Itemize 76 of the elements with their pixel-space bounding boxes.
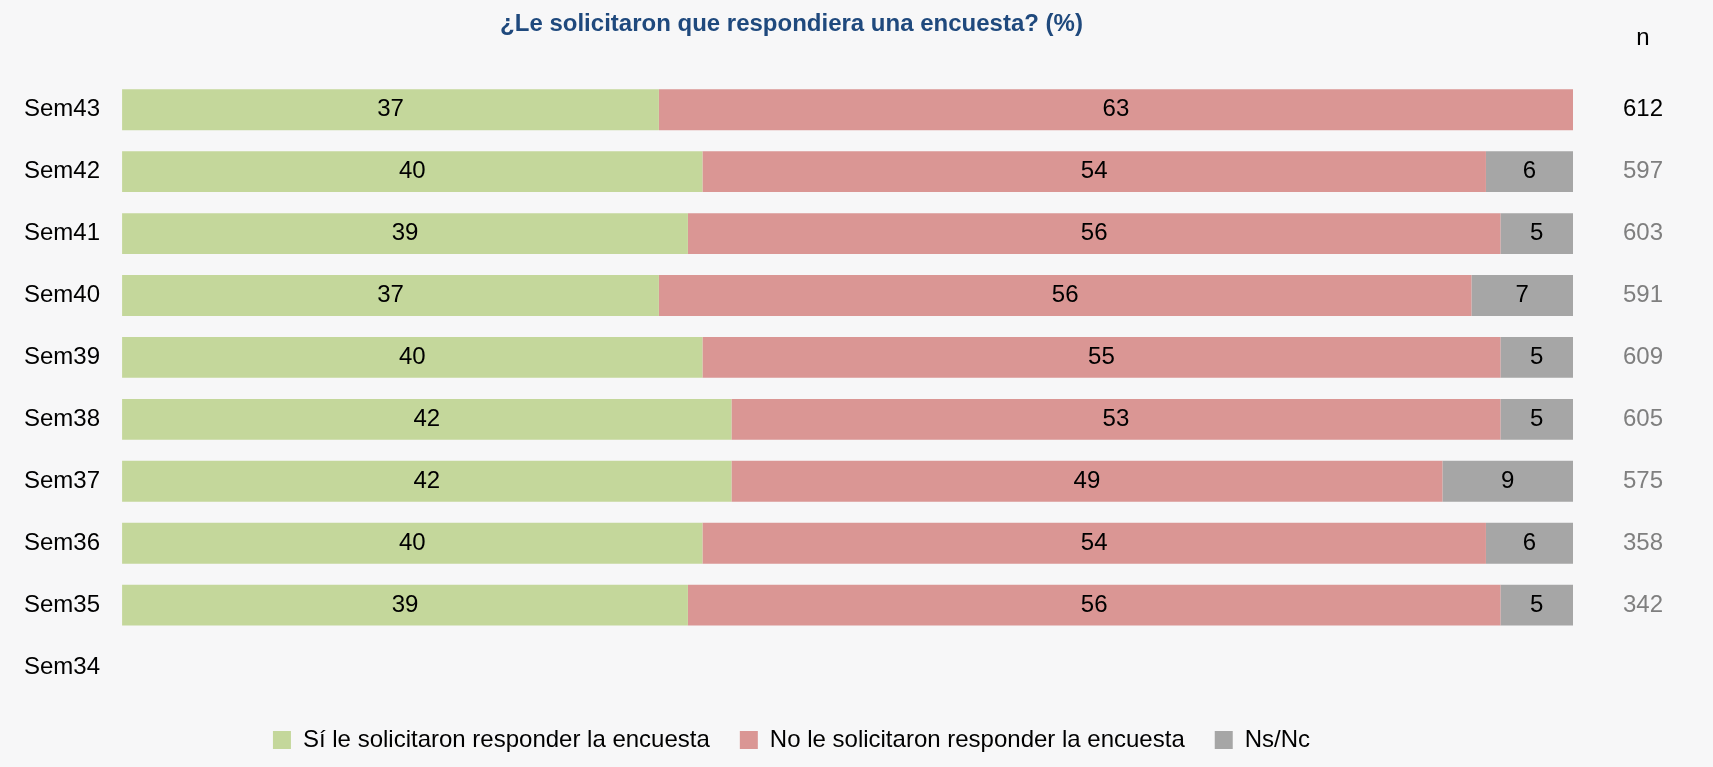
data-label: 6 xyxy=(1522,156,1537,184)
bar xyxy=(702,151,1486,193)
data-label: 5 xyxy=(1530,218,1544,246)
data-label: 42 xyxy=(413,465,441,493)
bar xyxy=(658,275,1472,316)
y-tick-label: Sem40 xyxy=(24,280,101,308)
bar xyxy=(122,151,703,193)
data-label: 55 xyxy=(1088,342,1115,370)
data-label: 5 xyxy=(1530,342,1544,370)
legend-label: Sí le solicitaron responder la encuesta xyxy=(302,724,711,752)
data-label: 37 xyxy=(377,94,404,122)
bar xyxy=(1471,275,1573,316)
text: 605 xyxy=(1622,403,1664,431)
bar xyxy=(1500,398,1573,440)
data-label: 40 xyxy=(398,342,426,370)
bar xyxy=(731,460,1443,502)
text: 575 xyxy=(1622,465,1664,493)
data-label: 9 xyxy=(1501,465,1515,493)
text: 591 xyxy=(1622,280,1664,308)
bar xyxy=(122,398,732,440)
bar xyxy=(702,337,1501,378)
data-label: 40 xyxy=(398,156,426,184)
bar xyxy=(1485,151,1573,193)
bar xyxy=(122,275,659,316)
data-label: 7 xyxy=(1515,280,1529,308)
bar xyxy=(658,89,1573,131)
y-tick-label: Sem36 xyxy=(24,527,101,555)
data-label: 54 xyxy=(1080,156,1108,184)
data-label: 40 xyxy=(398,527,426,555)
text: 612 xyxy=(1622,94,1664,122)
y-tick-label: Sem39 xyxy=(24,342,101,370)
data-label: 53 xyxy=(1102,403,1130,431)
bar xyxy=(122,460,732,502)
y-tick-label: Sem42 xyxy=(24,156,101,184)
text: 342 xyxy=(1622,589,1664,617)
bar xyxy=(122,337,703,378)
data-label: 49 xyxy=(1073,465,1101,493)
text: 609 xyxy=(1622,342,1664,370)
data-label: 5 xyxy=(1530,403,1544,431)
data-label: 5 xyxy=(1530,589,1544,617)
legend-label: No le solicitaron responder la encuesta xyxy=(769,724,1186,752)
data-label: 42 xyxy=(413,403,441,431)
text: 597 xyxy=(1622,156,1664,184)
y-tick-label: Sem41 xyxy=(24,218,101,246)
bar xyxy=(1485,522,1573,564)
data-label: 54 xyxy=(1080,527,1108,555)
bar xyxy=(1442,460,1573,502)
y-tick-label: Sem37 xyxy=(24,465,101,493)
text: 603 xyxy=(1622,218,1664,246)
bar xyxy=(1500,584,1573,626)
y-tick-label: Sem34 xyxy=(24,651,101,679)
data-label: 56 xyxy=(1051,280,1079,308)
data-label: 6 xyxy=(1522,527,1537,555)
y-tick-label: Sem38 xyxy=(24,403,101,431)
bar xyxy=(702,522,1486,564)
bar xyxy=(122,584,688,626)
bar xyxy=(122,213,688,255)
y-tick-label: Sem43 xyxy=(24,94,101,122)
bar xyxy=(122,89,659,131)
data-label: 39 xyxy=(391,218,419,246)
data-label: 37 xyxy=(377,280,404,308)
bar xyxy=(687,213,1501,255)
chart-title: ¿Le solicitaron que respondiera una encuesta? (%) xyxy=(500,9,1083,37)
text: n xyxy=(1636,23,1650,51)
data-label: 39 xyxy=(391,589,419,617)
bar xyxy=(1500,337,1573,378)
bar xyxy=(687,584,1501,626)
bar xyxy=(122,522,703,564)
bar xyxy=(731,398,1501,440)
y-tick-label: Sem35 xyxy=(24,589,101,617)
text: 358 xyxy=(1622,527,1664,555)
data-label: 56 xyxy=(1080,589,1108,617)
data-label: 63 xyxy=(1102,94,1130,122)
data-label: 56 xyxy=(1080,218,1108,246)
bar xyxy=(1500,213,1573,255)
legend-label: Ns/Nc xyxy=(1244,724,1311,752)
